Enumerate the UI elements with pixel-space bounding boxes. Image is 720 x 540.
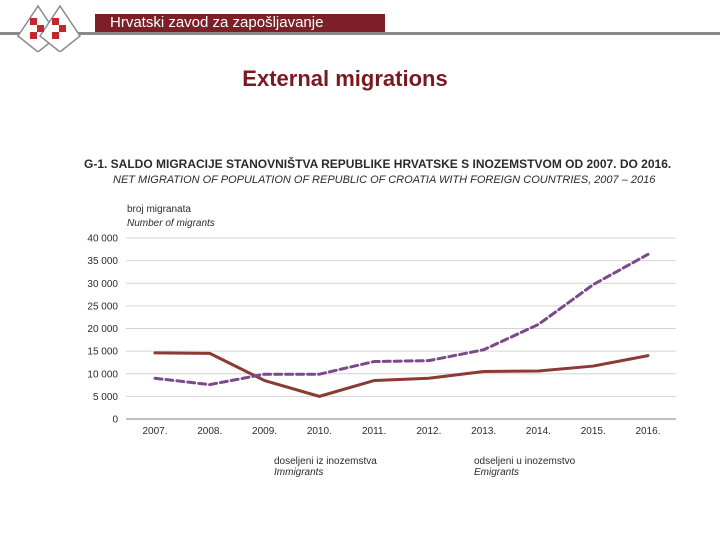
y-tick-label: 25 000 <box>87 301 118 312</box>
x-tick-label: 2011. <box>362 426 386 437</box>
chart-subtitle: NET MIGRATION OF POPULATION OF REPUBLIC … <box>113 174 656 186</box>
y-tick-label: 10 000 <box>87 369 118 380</box>
x-tick-label: 2013. <box>471 426 496 437</box>
chart-title: G-1. SALDO MIGRACIJE STANOVNIŠTVA REPUBL… <box>84 157 672 171</box>
legend-label-emigrants-en: Emigrants <box>474 467 520 478</box>
x-tick-label: 2016. <box>635 426 660 437</box>
x-tick-label: 2009. <box>252 426 277 437</box>
y-axis-label-en: Number of migrants <box>127 218 215 229</box>
x-tick-label: 2010. <box>307 426 332 437</box>
x-tick-label: 2014. <box>526 426 551 437</box>
x-tick-label: 2012. <box>416 426 441 437</box>
y-tick-label: 35 000 <box>87 256 118 267</box>
legend-item-immigrants: doseljeni iz inozemstva Immigrants <box>274 456 377 478</box>
x-tick-label: 2008. <box>197 426 222 437</box>
y-tick-label: 15 000 <box>87 347 118 358</box>
header-banner <box>95 14 385 32</box>
y-axis-label: broj migranata <box>127 204 191 215</box>
hzz-logo-icon <box>16 4 82 52</box>
legend-label-immigrants-en: Immigrants <box>274 467 324 478</box>
y-tick-label: 40 000 <box>87 234 118 245</box>
y-tick-label: 20 000 <box>87 324 118 335</box>
slide-title: External migrations <box>242 66 448 91</box>
series-line-emigrants <box>153 252 650 387</box>
series-line-immigrants <box>153 351 650 398</box>
y-tick-label: 0 <box>112 415 118 426</box>
legend-label-emigrants: odseljeni u inozemstvo <box>474 456 576 467</box>
y-tick-label: 5 000 <box>93 392 118 403</box>
x-tick-label: 2015. <box>581 426 606 437</box>
header-divider <box>0 32 720 35</box>
legend-label-immigrants: doseljeni iz inozemstva <box>274 456 377 467</box>
organization-name: Hrvatski zavod za zapošljavanje <box>110 14 324 31</box>
y-tick-label: 30 000 <box>87 279 118 290</box>
legend-item-emigrants: odseljeni u inozemstvo Emigrants <box>474 456 575 478</box>
header-bar: Hrvatski zavod za zapošljavanje <box>0 0 720 52</box>
x-tick-label: 2007. <box>142 426 167 437</box>
